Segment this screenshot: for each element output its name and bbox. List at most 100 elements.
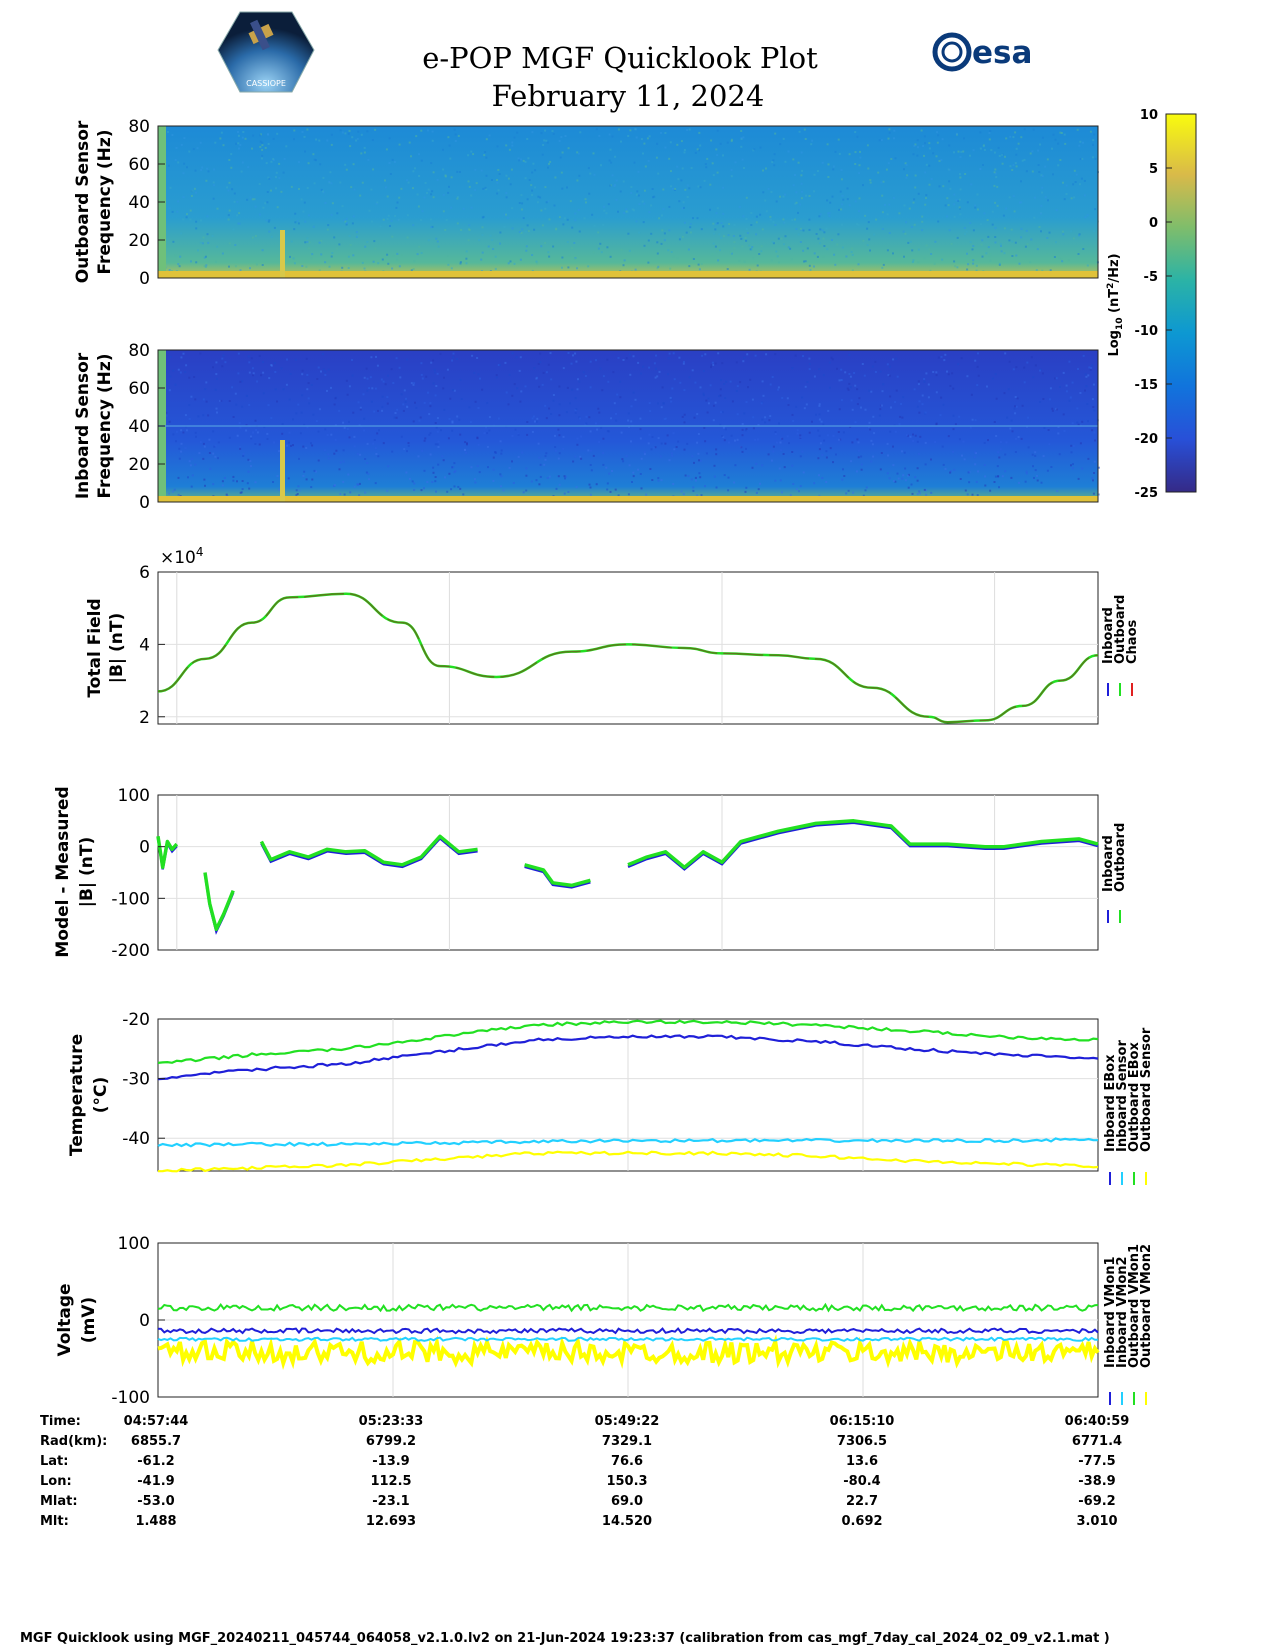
- spectrogram-speckle: [1082, 354, 1085, 357]
- spectrogram-speckle: [443, 408, 446, 411]
- spectrogram-speckle: [668, 205, 671, 208]
- spectrogram-speckle: [585, 422, 588, 425]
- spectrogram-speckle: [838, 379, 841, 382]
- spectrogram-speckle: [660, 442, 663, 445]
- spectrogram-speckle: [745, 486, 748, 489]
- spectrogram-speckle: [468, 224, 471, 227]
- spectrogram-speckle: [676, 165, 679, 168]
- spectrogram-speckle: [672, 187, 674, 190]
- spectrogram-speckle: [950, 470, 952, 473]
- spectrogram-speckle: [628, 353, 631, 356]
- spectrogram-speckle: [168, 389, 171, 392]
- spectrogram-speckle: [1030, 356, 1033, 359]
- spectrogram-speckle: [605, 466, 608, 469]
- spectrogram-speckle: [237, 222, 240, 225]
- spectrogram-speckle: [993, 171, 996, 174]
- spectrogram-speckle: [869, 428, 872, 431]
- spectrogram-speckle: [840, 169, 843, 172]
- spectrogram-speckle: [234, 244, 237, 246]
- spectrogram-speckle: [505, 213, 507, 216]
- spectrogram-speckle: [235, 142, 237, 145]
- spectrogram-speckle: [668, 229, 671, 232]
- spectrogram-speckle: [939, 414, 942, 417]
- spectrogram-speckle: [1040, 481, 1043, 484]
- spectrogram-speckle: [886, 472, 889, 475]
- spectrogram-speckle: [818, 418, 821, 421]
- spectrogram-speckle: [387, 465, 390, 468]
- spectrogram-speckle: [934, 441, 937, 444]
- spectrogram-speckle: [1076, 407, 1079, 410]
- spectrogram-speckle: [782, 453, 785, 455]
- spectrogram-speckle: [595, 359, 597, 362]
- spectrogram-speckle: [429, 402, 432, 404]
- spectrogram-speckle: [913, 388, 916, 391]
- spectrogram-speckle: [421, 210, 424, 213]
- spectrogram-speckle: [522, 491, 525, 494]
- spectrogram-speckle: [567, 266, 570, 269]
- spectrogram-speckle: [688, 376, 691, 379]
- spectrogram-speckle: [180, 429, 183, 432]
- spectrogram-speckle: [731, 400, 734, 403]
- spectrogram-speckle: [1017, 436, 1020, 438]
- spectrogram-speckle: [969, 426, 972, 429]
- spectrogram-speckle: [962, 150, 965, 153]
- spectrogram-speckle: [366, 442, 369, 445]
- spectrogram-speckle: [609, 490, 612, 493]
- spectrogram-speckle: [905, 434, 908, 437]
- spectrogram-speckle: [558, 216, 561, 219]
- voltage-ytick-label: -100: [111, 1388, 150, 1408]
- spectrogram-speckle: [1072, 463, 1074, 466]
- spectrogram-speckle: [822, 423, 825, 426]
- spectrogram-speckle: [1070, 451, 1073, 454]
- orbit-cell: 22.7: [846, 1494, 878, 1509]
- spectrogram-speckle: [348, 235, 351, 237]
- spectrogram-speckle: [935, 391, 938, 394]
- spectrogram-speckle: [331, 252, 334, 254]
- spectrogram-speckle: [261, 249, 264, 252]
- spectrogram-speckle: [800, 197, 803, 200]
- spectrogram-speckle: [418, 175, 421, 177]
- spectrogram-speckle: [879, 408, 882, 411]
- spectrogram-speckle: [833, 253, 836, 256]
- spectrogram-speckle: [1038, 171, 1041, 173]
- orbit-cell: 3.010: [1076, 1514, 1117, 1529]
- spectrogram-speckle: [676, 143, 679, 146]
- spectrogram-speckle: [740, 237, 743, 240]
- spectrogram-speckle: [743, 167, 745, 169]
- spectrogram-speckle: [241, 136, 244, 139]
- spectrogram-speckle: [758, 253, 761, 255]
- spectrogram-speckle: [655, 354, 657, 357]
- spectrogram-speckle: [547, 251, 550, 254]
- spectrogram-speckle: [459, 487, 462, 490]
- spectrogram-speckle: [236, 200, 239, 203]
- spectrogram-speckle: [643, 189, 646, 192]
- spectrogram-speckle: [722, 154, 724, 157]
- total-field-ytick-label: 2: [139, 708, 150, 728]
- spectrogram-speckle: [350, 186, 353, 189]
- spectrogram-speckle: [360, 152, 363, 155]
- spectrogram-speckle: [400, 435, 403, 438]
- spectrogram-speckle: [189, 464, 192, 467]
- spectrogram-speckle: [1086, 214, 1089, 217]
- spectrogram-speckle: [268, 177, 271, 180]
- spectrogram-speckle: [381, 395, 384, 398]
- spectrogram-speckle: [178, 447, 181, 450]
- spectrogram-speckle: [1032, 128, 1035, 131]
- spectrogram-speckle: [886, 442, 889, 445]
- spectrogram-speckle: [632, 475, 635, 478]
- spectrogram-speckle: [297, 403, 300, 406]
- spectrogram-speckle: [375, 355, 377, 358]
- spectrogram-speckle: [640, 457, 643, 460]
- spectrogram-speckle: [376, 201, 379, 204]
- spectrogram-speckle: [496, 181, 499, 184]
- orbit-row-label: Lon:: [40, 1474, 72, 1489]
- spectrogram-speckle: [998, 486, 1000, 489]
- spectrogram-speckle: [1048, 231, 1051, 234]
- spectrogram-speckle: [739, 234, 742, 237]
- spectrogram-speckle: [489, 234, 492, 237]
- spectrogram-speckle: [730, 169, 733, 171]
- spectrogram-speckle: [333, 403, 336, 406]
- spectrogram-speckle: [417, 455, 420, 458]
- spectrogram-speckle: [972, 259, 975, 262]
- spectrogram-speckle: [999, 448, 1002, 451]
